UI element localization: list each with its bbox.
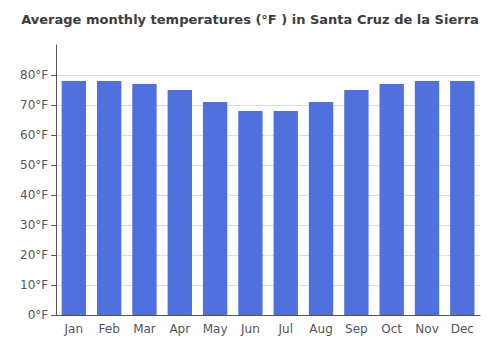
- svg-text:0°F: 0°F: [28, 308, 49, 322]
- svg-text:60°F: 60°F: [20, 128, 48, 142]
- svg-text:May: May: [203, 322, 228, 336]
- svg-text:Aug: Aug: [309, 322, 332, 336]
- svg-text:Apr: Apr: [169, 322, 190, 336]
- svg-text:40°F: 40°F: [20, 188, 48, 202]
- svg-text:Jan: Jan: [64, 322, 84, 336]
- svg-text:70°F: 70°F: [20, 98, 48, 112]
- svg-text:80°F: 80°F: [20, 68, 48, 82]
- svg-text:Jun: Jun: [240, 322, 260, 336]
- svg-text:Average monthly temperatures (: Average monthly temperatures (°F ) in Sa…: [21, 12, 479, 27]
- svg-text:Jul: Jul: [278, 322, 293, 336]
- svg-text:30°F: 30°F: [20, 218, 48, 232]
- svg-text:20°F: 20°F: [20, 248, 48, 262]
- svg-text:Mar: Mar: [133, 322, 156, 336]
- svg-text:50°F: 50°F: [20, 158, 48, 172]
- svg-text:Nov: Nov: [415, 322, 438, 336]
- svg-text:Oct: Oct: [381, 322, 402, 336]
- svg-text:Sep: Sep: [345, 322, 368, 336]
- svg-text:Feb: Feb: [99, 322, 120, 336]
- svg-text:Dec: Dec: [451, 322, 474, 336]
- svg-text:10°F: 10°F: [20, 278, 48, 292]
